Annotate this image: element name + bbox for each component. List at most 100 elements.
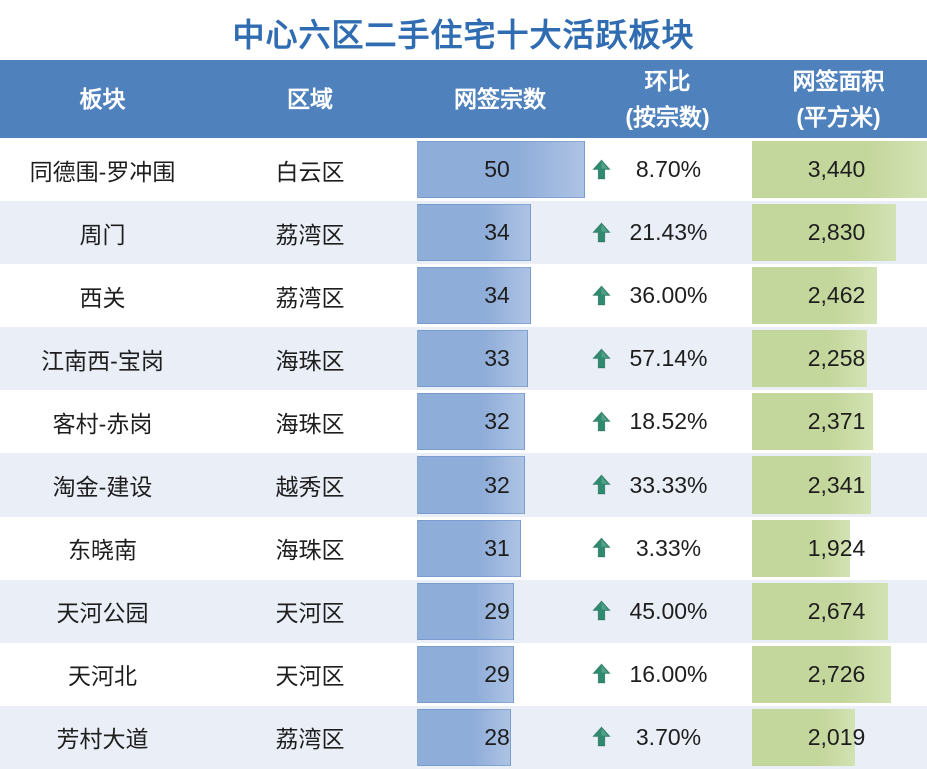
table-row: 芳村大道 荔湾区 28 3.70% 2,019 [0, 705, 927, 769]
count-cell: 28 [415, 706, 585, 769]
header-mom: 环比 (按宗数) [585, 60, 750, 138]
area-bar [752, 267, 878, 325]
up-arrow-icon [592, 600, 611, 621]
table-row: 周门 荔湾区 34 21.43% 2,830 [0, 201, 927, 265]
up-arrow-icon [592, 537, 611, 558]
chart-title: 中心六区二手住宅十大活跃板块 [232, 17, 695, 53]
district-cell: 越秀区 [275, 474, 345, 501]
area-label: 2,019 [807, 723, 866, 750]
count-label: 32 [484, 471, 510, 498]
area-bar [752, 141, 927, 199]
count-bar [417, 582, 515, 640]
header-count-label: 网签宗数 [454, 86, 546, 112]
table-row: 客村-赤岗 海珠区 32 18.52% 2,371 [0, 390, 927, 454]
block-cell: 淘金-建设 [52, 474, 153, 501]
district-cell: 天河区 [275, 600, 345, 627]
block-cell: 天河北 [68, 663, 137, 690]
mom-label: 16.00% [629, 660, 708, 687]
table-row: 江南西-宝岗 海珠区 33 57.14% 2,258 [0, 327, 927, 391]
count-cell: 32 [415, 453, 585, 516]
up-arrow-icon [592, 348, 611, 369]
header-mom-label: 环比 [644, 68, 691, 94]
header-district: 区域 [205, 60, 415, 138]
area-bar [752, 645, 891, 703]
count-bar [417, 393, 525, 451]
count-cell: 29 [415, 580, 585, 643]
up-arrow-icon [592, 158, 611, 180]
area-bar [752, 330, 867, 388]
table-row: 淘金-建设 越秀区 32 33.33% 2,341 [0, 453, 927, 517]
table-row: 天河北 天河区 29 16.00% 2,726 [0, 642, 927, 706]
table-row: 同德围-罗冲围 白云区 50 8.70% 3,440 [0, 138, 927, 202]
mom-label: 3.33% [635, 534, 702, 561]
mom-cell: 36.00% [585, 264, 750, 327]
district-cell: 海珠区 [275, 537, 345, 564]
mom-label: 57.14% [629, 345, 708, 372]
area-cell: 2,371 [750, 390, 927, 453]
count-label: 28 [484, 723, 510, 750]
count-cell: 29 [415, 643, 585, 706]
area-cell: 2,341 [750, 453, 927, 516]
mom-cell: 21.43% [585, 201, 750, 264]
area-label: 2,258 [807, 345, 866, 372]
up-arrow-icon [592, 222, 611, 243]
area-cell: 2,019 [750, 706, 927, 769]
mom-cell: 57.14% [585, 327, 750, 390]
area-label: 2,341 [807, 471, 866, 498]
block-cell: 芳村大道 [56, 726, 149, 753]
block-cell: 西关 [79, 284, 126, 311]
area-cell: 2,726 [750, 643, 927, 706]
block-cell: 客村-赤岗 [52, 410, 153, 437]
table-row: 东晓南 海珠区 31 3.33% 1,924 [0, 516, 927, 580]
header-count: 网签宗数 [415, 60, 585, 138]
block-cell: 东晓南 [68, 537, 137, 564]
header-area: 网签面积 (平方米) [750, 60, 927, 138]
count-label: 32 [484, 408, 510, 435]
area-label: 2,674 [807, 597, 866, 624]
mom-cell: 3.33% [585, 517, 750, 580]
district-cell: 白云区 [275, 158, 345, 185]
count-bar [417, 519, 522, 577]
count-bar [417, 267, 532, 325]
area-cell: 2,462 [750, 264, 927, 327]
area-label: 2,726 [807, 660, 866, 687]
area-bar [752, 456, 872, 514]
count-bar [417, 708, 512, 766]
count-bar [417, 330, 528, 388]
mom-label: 18.52% [629, 408, 708, 435]
header-area-label: 网签面积 [792, 68, 885, 94]
area-cell: 2,674 [750, 580, 927, 643]
up-arrow-icon [592, 663, 611, 684]
mom-label: 3.70% [635, 723, 702, 750]
district-cell: 荔湾区 [275, 284, 345, 311]
mom-cell: 45.00% [585, 580, 750, 643]
mom-label: 21.43% [629, 219, 708, 246]
count-label: 34 [484, 219, 510, 246]
count-bar [417, 645, 515, 703]
up-arrow-icon [592, 411, 611, 432]
area-label: 2,371 [807, 408, 866, 435]
count-bar [417, 456, 525, 514]
count-label: 50 [484, 156, 510, 183]
mom-label: 8.70% [635, 156, 702, 183]
area-label: 2,830 [807, 219, 866, 246]
district-cell: 荔湾区 [275, 726, 345, 753]
area-cell: 3,440 [750, 138, 927, 201]
area-bar [752, 582, 889, 640]
count-label: 34 [484, 282, 510, 309]
header-block: 板块 [0, 60, 205, 138]
block-cell: 江南西-宝岗 [41, 347, 164, 374]
area-label: 2,462 [807, 282, 866, 309]
district-cell: 海珠区 [275, 410, 345, 437]
district-cell: 荔湾区 [275, 221, 345, 248]
mom-cell: 18.52% [585, 390, 750, 453]
area-label: 1,924 [807, 534, 866, 561]
area-bar [752, 708, 855, 766]
area-cell: 1,924 [750, 517, 927, 580]
area-bar [752, 519, 850, 577]
block-cell: 周门 [79, 221, 126, 248]
up-arrow-icon [592, 474, 611, 495]
mom-label: 33.33% [629, 471, 708, 498]
count-cell: 50 [415, 138, 585, 201]
